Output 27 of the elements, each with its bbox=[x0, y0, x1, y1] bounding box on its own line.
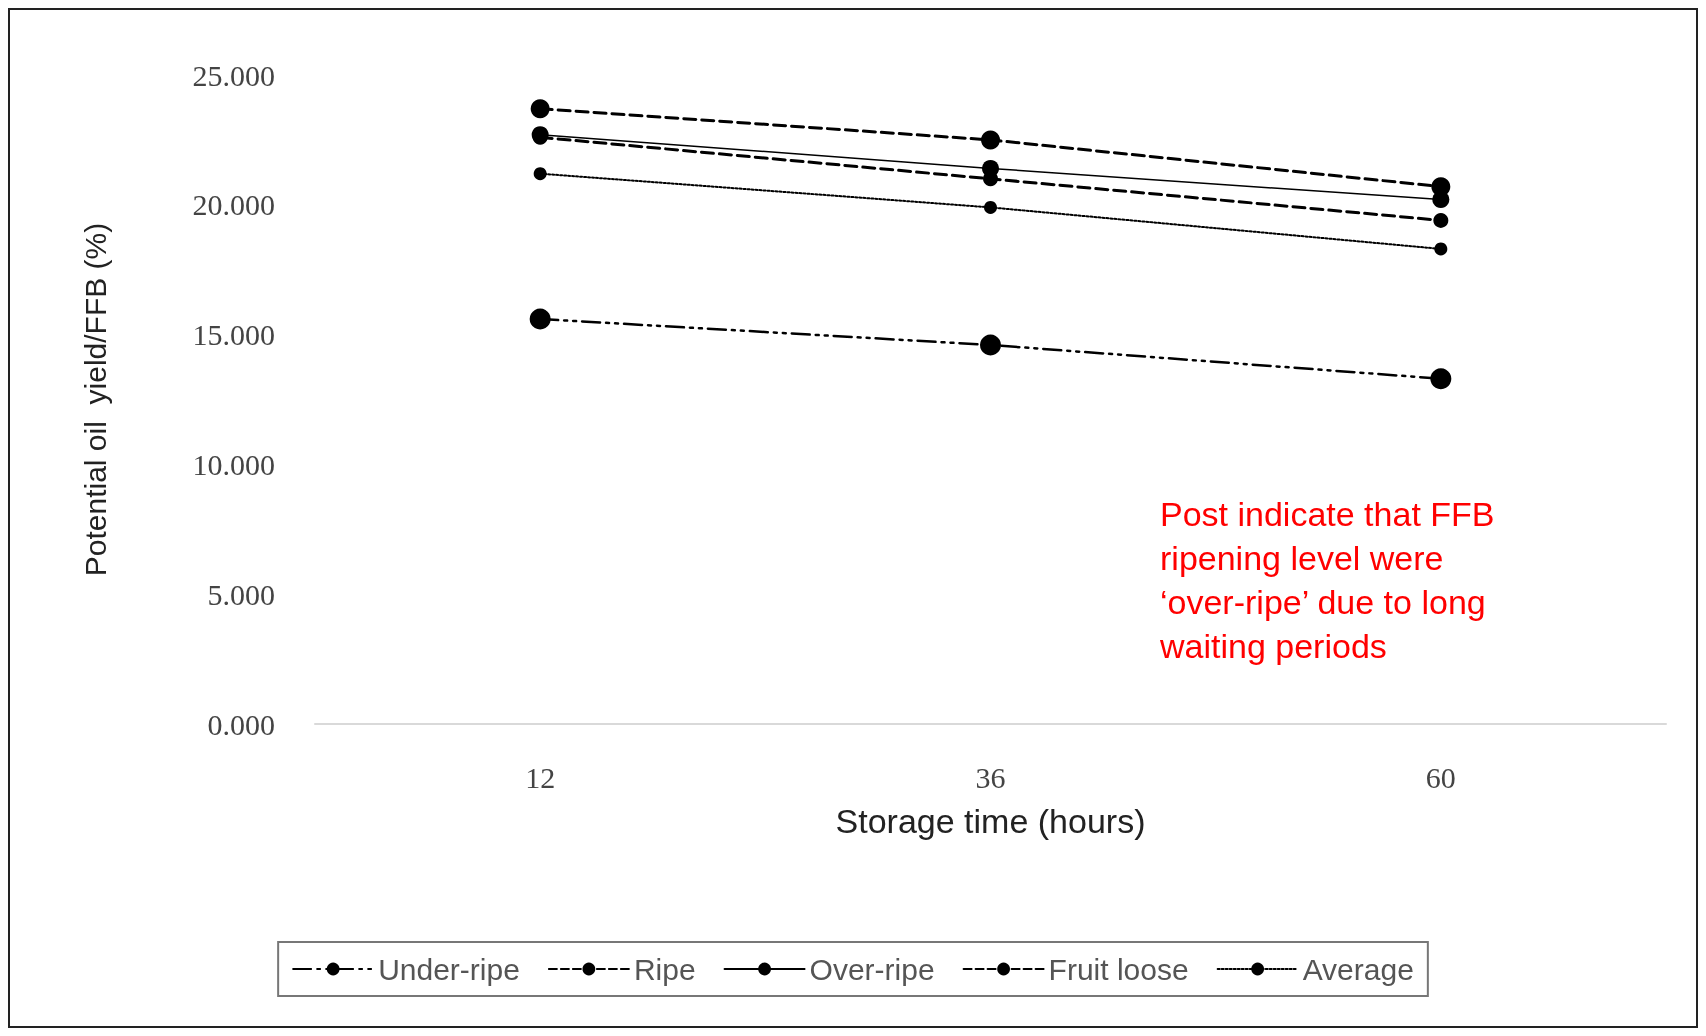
y-tick-label: 20.000 bbox=[192, 188, 275, 222]
x-tick-label: 12 bbox=[525, 760, 556, 794]
point bbox=[530, 99, 550, 119]
legend-label: Average bbox=[1302, 952, 1414, 986]
x-tick-label: 36 bbox=[975, 760, 1006, 794]
point bbox=[1434, 242, 1448, 256]
point bbox=[533, 167, 547, 181]
y-tick-label: 10.000 bbox=[192, 447, 275, 481]
legend-label: Fruit loose bbox=[1048, 952, 1189, 986]
y-tick-label: 15.000 bbox=[192, 318, 275, 352]
point bbox=[529, 308, 551, 330]
y-axis-title: Potential oil yield/FFB (%) bbox=[78, 222, 112, 577]
y-tick-label: 5.000 bbox=[207, 577, 275, 611]
y-tick-label: 0.000 bbox=[207, 707, 275, 741]
point bbox=[980, 334, 1001, 356]
legend-label: Ripe bbox=[633, 952, 696, 986]
point bbox=[1433, 212, 1449, 228]
point bbox=[981, 130, 1000, 150]
x-axis-title: Storage time (hours) bbox=[835, 802, 1146, 840]
y-tick-label: 25.000 bbox=[192, 58, 275, 92]
legend-label: Over-ripe bbox=[809, 952, 935, 986]
point bbox=[1430, 368, 1452, 390]
annotation: Post indicate that FFB ripening level were ‘over-ripe’ due to long waiting periods bbox=[1159, 495, 1495, 665]
legend-label: Under-ripe bbox=[378, 952, 520, 986]
x-tick-label: 60 bbox=[1425, 760, 1456, 794]
point bbox=[984, 200, 997, 214]
point bbox=[1432, 191, 1450, 209]
